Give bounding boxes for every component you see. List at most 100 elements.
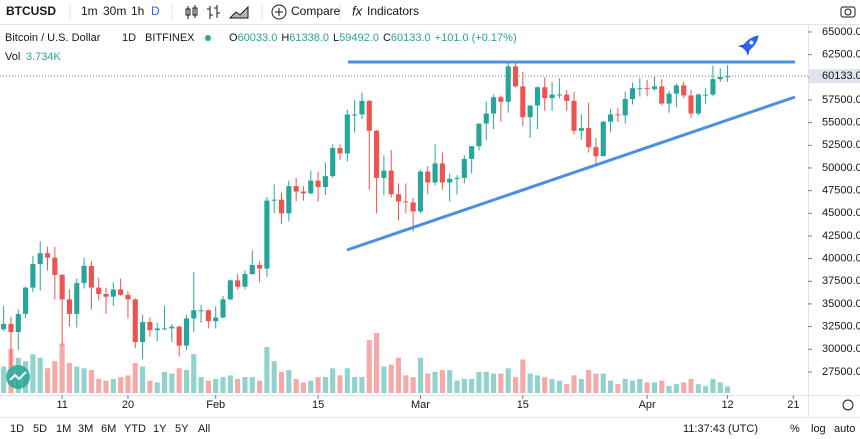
candle-body	[23, 287, 29, 314]
candle-body	[629, 88, 636, 100]
range-button[interactable]: 1M	[56, 423, 71, 435]
candle-icon[interactable]	[185, 5, 198, 19]
volume-bar	[110, 378, 116, 393]
volume-bar	[608, 380, 614, 393]
candle-body	[710, 79, 716, 95]
candle-body	[183, 318, 190, 346]
y-tick-label: 35000.0	[822, 298, 860, 310]
candle-body	[213, 317, 219, 322]
candle-body	[659, 86, 665, 104]
volume-bar	[659, 380, 665, 393]
interval-button[interactable]: 30m	[103, 4, 126, 18]
candle-body	[673, 85, 679, 94]
volume-bar	[198, 377, 204, 393]
volume-bar	[571, 375, 577, 393]
candle-body	[191, 310, 197, 319]
volume-bar	[454, 380, 460, 393]
volume-bar	[271, 361, 277, 393]
candle-body	[322, 176, 328, 187]
candle-body	[81, 265, 87, 284]
volume-bar	[176, 368, 182, 393]
volume-bar	[330, 368, 336, 393]
volume-bar	[1, 366, 7, 393]
volume-bar	[425, 373, 431, 393]
volume-bar	[534, 375, 541, 393]
candle-body	[103, 293, 109, 297]
indicators-button[interactable]: Indicators	[367, 4, 419, 18]
candle-body	[439, 163, 445, 183]
last-price-label: 60133.0	[822, 70, 860, 82]
interval-button[interactable]: D	[151, 4, 160, 18]
candle-body	[315, 180, 321, 187]
x-tick-label: 15	[517, 399, 529, 411]
ohlc-value: 60133.0	[391, 32, 431, 44]
volume-bar	[556, 380, 562, 393]
area-icon[interactable]	[228, 5, 249, 19]
volume-bar	[293, 378, 299, 393]
volume-bar	[66, 363, 73, 393]
y-tick-label: 32500.0	[822, 321, 860, 333]
volume-bar	[586, 370, 592, 393]
range-button[interactable]: 5Y	[175, 423, 189, 435]
volume-bar	[615, 384, 621, 393]
symbol[interactable]: BTCUSD	[6, 4, 56, 18]
volume-bar	[681, 382, 687, 393]
candle-body	[59, 274, 65, 300]
interval-button[interactable]: 1m	[81, 4, 98, 18]
scale-option[interactable]: %	[790, 423, 800, 435]
volume-bar	[505, 368, 511, 393]
volume-bar	[725, 386, 731, 393]
candle-body	[147, 322, 153, 331]
candle-body	[118, 289, 124, 295]
candle-body	[286, 186, 292, 214]
compare-icon[interactable]	[271, 4, 287, 20]
candle-body	[520, 86, 526, 118]
candle-body	[374, 130, 380, 178]
volume-bar	[88, 370, 94, 393]
range-button[interactable]: All	[198, 423, 210, 435]
candle-body	[44, 253, 51, 258]
volume-bar	[235, 378, 241, 393]
candle-body	[30, 264, 36, 288]
scale-option[interactable]: auto	[834, 423, 855, 435]
indicators-icon[interactable]: fx	[352, 3, 363, 18]
range-button[interactable]: 3M	[78, 423, 93, 435]
range-button[interactable]: YTD	[124, 423, 146, 435]
volume-bar	[491, 373, 497, 393]
candle-body	[549, 94, 555, 99]
candle-body	[725, 76, 731, 78]
camera-icon[interactable]	[840, 6, 856, 18]
range-button[interactable]: 1D	[10, 423, 24, 435]
ohlc-key: L	[333, 32, 339, 44]
range-button[interactable]: 6M	[101, 423, 116, 435]
volume-bar	[461, 378, 467, 393]
volume-bar	[59, 343, 65, 393]
range-button[interactable]: 1Y	[153, 423, 167, 435]
volume-bar	[388, 364, 394, 393]
volume-bar	[337, 375, 343, 393]
candle-body	[417, 171, 424, 212]
volume-bar	[118, 377, 124, 393]
volume-bar	[147, 380, 153, 393]
volume-bar	[374, 333, 380, 393]
interval-button[interactable]: 1h	[131, 4, 144, 18]
scale-option[interactable]: log	[811, 423, 826, 435]
volume-bar	[278, 371, 285, 393]
bar-icon[interactable]	[207, 5, 220, 19]
candle-body	[615, 114, 621, 116]
candle-body	[593, 147, 599, 157]
candle-body	[410, 202, 416, 212]
volume-bar	[469, 378, 475, 393]
candle-body	[96, 287, 102, 294]
x-tick-label: Apr	[639, 399, 656, 411]
volume-bar	[227, 375, 233, 393]
range-button[interactable]: 5D	[33, 423, 47, 435]
candle-body	[257, 264, 263, 269]
settings-icon[interactable]	[842, 399, 854, 411]
candle-body	[717, 77, 723, 80]
candle-body	[542, 87, 548, 99]
series-exchange: BITFINEX	[145, 32, 195, 44]
compare-button[interactable]: Compare	[291, 4, 341, 18]
volume-bar	[688, 378, 694, 393]
